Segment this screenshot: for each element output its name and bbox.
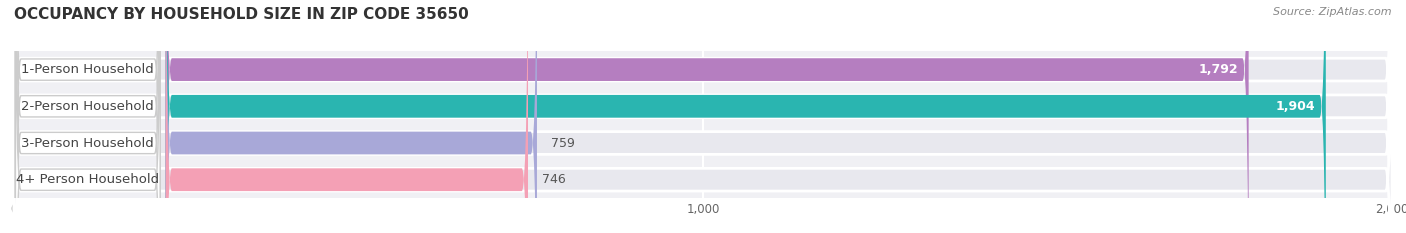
FancyBboxPatch shape [14,0,1392,233]
FancyBboxPatch shape [15,0,160,233]
FancyBboxPatch shape [15,0,160,233]
Text: 3-Person Household: 3-Person Household [21,137,155,150]
Text: 2-Person Household: 2-Person Household [21,100,155,113]
Text: 1,904: 1,904 [1275,100,1316,113]
FancyBboxPatch shape [166,0,529,233]
FancyBboxPatch shape [14,0,1392,233]
Text: 746: 746 [541,173,565,186]
FancyBboxPatch shape [166,0,537,233]
FancyBboxPatch shape [14,0,1392,233]
Text: 1-Person Household: 1-Person Household [21,63,155,76]
FancyBboxPatch shape [14,0,1392,233]
Text: 759: 759 [551,137,575,150]
Text: Source: ZipAtlas.com: Source: ZipAtlas.com [1274,7,1392,17]
Text: 4+ Person Household: 4+ Person Household [17,173,159,186]
FancyBboxPatch shape [166,0,1326,233]
FancyBboxPatch shape [15,0,160,233]
Text: 1,792: 1,792 [1199,63,1239,76]
FancyBboxPatch shape [15,0,160,233]
FancyBboxPatch shape [166,0,1249,233]
Text: OCCUPANCY BY HOUSEHOLD SIZE IN ZIP CODE 35650: OCCUPANCY BY HOUSEHOLD SIZE IN ZIP CODE … [14,7,468,22]
